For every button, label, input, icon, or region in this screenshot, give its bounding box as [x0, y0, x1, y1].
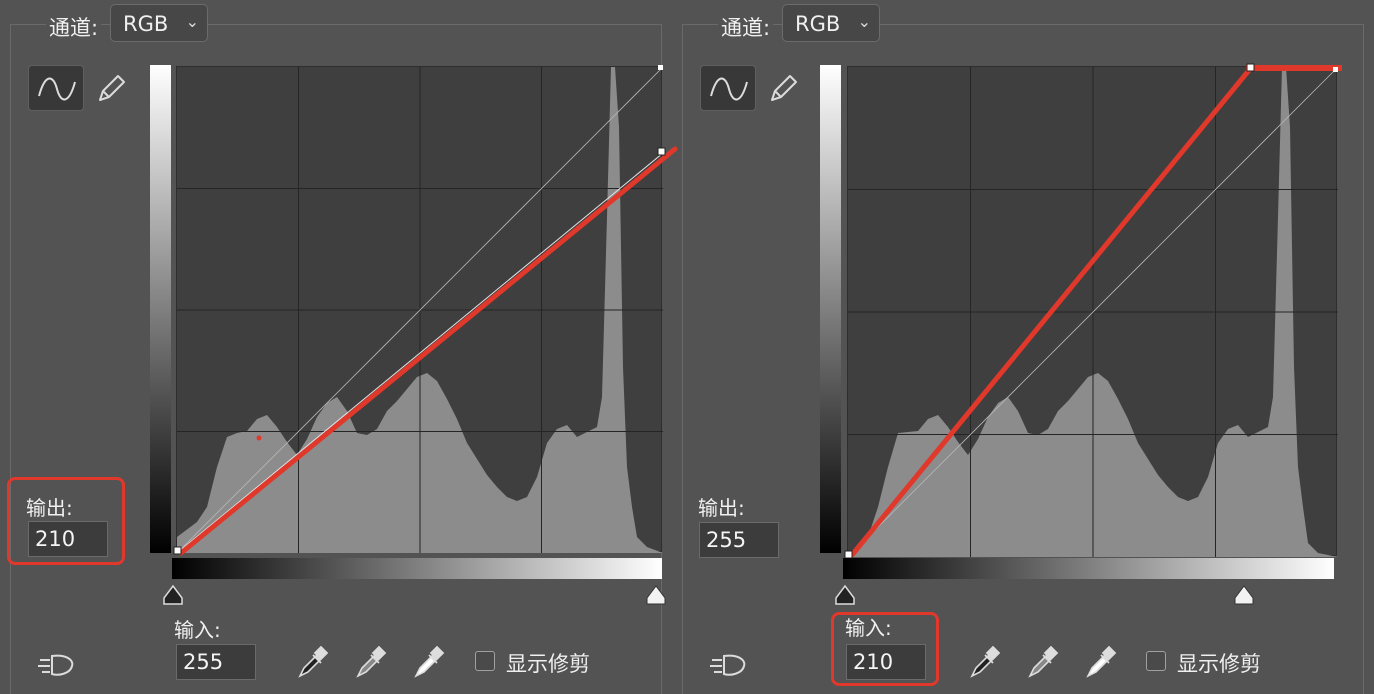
curve-tool-icon: [38, 77, 76, 101]
channel-select-value: RGB: [123, 12, 169, 36]
curve-point-black[interactable]: [844, 550, 853, 559]
white-point-eyedropper-icon[interactable]: [412, 644, 446, 680]
channel-select-value: RGB: [795, 12, 841, 36]
input-label: 输入:: [845, 616, 892, 640]
channel-select[interactable]: RGB ⌄: [110, 4, 208, 42]
input-gradient-bar: [843, 558, 1334, 579]
white-point-eyedropper-icon[interactable]: [1084, 644, 1118, 680]
curve-highlight: [178, 146, 678, 556]
curve-tool-icon: [710, 77, 748, 101]
input-gradient-bar: [172, 558, 662, 579]
show-clipping-checkbox[interactable]: [1146, 651, 1166, 671]
chevron-down-icon: ⌄: [857, 12, 871, 31]
gray-point-eyedropper-icon[interactable]: [354, 644, 388, 680]
output-gradient-bar: [150, 65, 171, 553]
channel-select[interactable]: RGB ⌄: [782, 4, 880, 42]
channel-label: 通道:: [718, 12, 774, 42]
curve-line: [176, 152, 664, 554]
white-point-slider[interactable]: [645, 584, 667, 606]
curve-highlight: [849, 66, 1253, 558]
input-highlight-box: [831, 612, 939, 686]
black-point-eyedropper-icon[interactable]: [296, 644, 330, 680]
baseline-diagonal: [847, 66, 1339, 558]
gray-point-eyedropper-icon[interactable]: [1026, 644, 1060, 680]
output-field[interactable]: 210: [28, 521, 108, 557]
grid-lines: [848, 67, 1338, 557]
input-field[interactable]: 255: [176, 644, 256, 680]
pencil-tool-button[interactable]: [766, 70, 802, 106]
curve-point-black[interactable]: [173, 546, 182, 555]
curves-panel-right: 通道: RGB ⌄: [672, 0, 1374, 694]
curve-marker-dot: [256, 435, 262, 441]
output-highlight-box: [7, 477, 125, 565]
curve-graph-canvas: [173, 65, 678, 556]
corner-handle: [658, 65, 663, 70]
channel-label: 通道:: [46, 12, 102, 42]
pencil-icon: [99, 75, 125, 101]
output-field[interactable]: 255: [699, 522, 779, 558]
black-point-slider[interactable]: [162, 584, 184, 606]
show-clipping-label: 显示修剪: [1177, 652, 1261, 676]
curve-tool-button[interactable]: [700, 65, 756, 111]
output-gradient-bar: [820, 65, 841, 553]
black-point-eyedropper-icon[interactable]: [968, 644, 1002, 680]
curve-point-white[interactable]: [657, 147, 666, 156]
input-field[interactable]: 210: [846, 644, 926, 680]
curve-graph[interactable]: [173, 65, 678, 556]
pencil-icon: [771, 75, 797, 101]
input-label: 输入:: [174, 618, 221, 642]
chevron-down-icon: ⌄: [185, 12, 199, 31]
pencil-tool-button[interactable]: [94, 70, 130, 106]
show-clipping-checkbox[interactable]: [475, 651, 495, 671]
smooth-icon[interactable]: [36, 650, 78, 680]
curve-graph-canvas: [844, 63, 1342, 559]
output-label: 输出:: [698, 496, 745, 520]
panel-frame: [682, 24, 1364, 694]
curve-tool-button[interactable]: [28, 65, 84, 111]
corner-handle: [1333, 67, 1338, 72]
show-clipping-label: 显示修剪: [506, 652, 590, 676]
curve-point-white[interactable]: [1246, 63, 1255, 72]
baseline-diagonal: [176, 66, 664, 554]
white-point-slider[interactable]: [1233, 584, 1255, 606]
smooth-icon[interactable]: [708, 650, 750, 680]
curves-panel-left: 通道: RGB ⌄: [0, 0, 678, 694]
output-label: 输出:: [26, 496, 73, 520]
black-point-slider[interactable]: [834, 584, 856, 606]
curve-graph[interactable]: [844, 63, 1342, 559]
